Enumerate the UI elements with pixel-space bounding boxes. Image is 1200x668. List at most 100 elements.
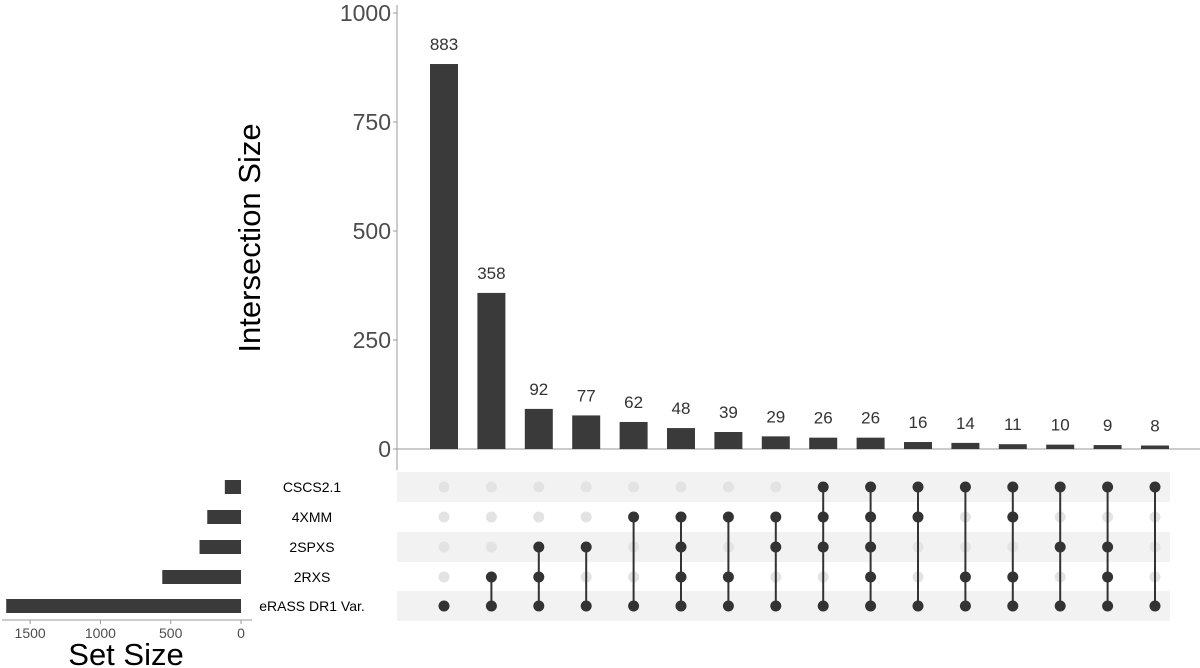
intersection-bar-label: 26 — [814, 409, 833, 428]
intersection-bar — [856, 437, 885, 449]
matrix-dot-inactive — [438, 571, 450, 583]
matrix-dot-active — [817, 481, 829, 493]
set-size-tick-label: 0 — [237, 625, 245, 641]
matrix-dot-inactive — [580, 511, 592, 523]
matrix-dot-active — [1007, 481, 1019, 493]
matrix-dot-active — [959, 600, 971, 612]
set-size-bars — [6, 480, 241, 613]
intersection-bar-label: 8 — [1150, 417, 1159, 436]
y-tick-label: 500 — [353, 218, 391, 244]
matrix-dot-inactive — [770, 481, 782, 493]
matrix-dot-active — [438, 600, 450, 612]
matrix-dot-active — [722, 571, 734, 583]
set-name-label: 2RXS — [294, 569, 331, 585]
matrix-dot-inactive — [628, 481, 640, 493]
matrix-dot-active — [533, 541, 545, 553]
matrix-dot-active — [675, 571, 687, 583]
matrix-dot-active — [865, 481, 877, 493]
set-size-bar — [6, 599, 241, 613]
matrix-row-stripes — [397, 472, 1170, 621]
matrix-dot-active — [485, 600, 497, 612]
intersection-bar-label: 29 — [766, 407, 785, 426]
matrix-dot-active — [912, 600, 924, 612]
matrix-dot-active — [533, 571, 545, 583]
matrix-dot-active — [485, 571, 497, 583]
matrix-dot-active — [1007, 511, 1019, 523]
matrix-dot-active — [770, 600, 782, 612]
intersection-bar-labels: 883 358 92 77 62 48 39 29 26 26 16 14 11 10 9 8 — [430, 35, 1160, 436]
set-size-bar — [162, 570, 241, 584]
intersection-bar-label: 48 — [672, 399, 691, 418]
intersection-bar — [430, 64, 458, 450]
matrix-dot-active — [580, 541, 592, 553]
matrix-dot-inactive — [580, 481, 592, 493]
intersection-bar-label: 26 — [861, 409, 880, 428]
set-size-bar — [199, 540, 241, 554]
set-name-label: 4XMM — [292, 509, 332, 525]
matrix-stripe — [397, 591, 1170, 621]
matrix-dot-active — [533, 600, 545, 612]
set-size-bar — [224, 480, 241, 494]
intersection-bar-label: 14 — [956, 414, 975, 433]
intersection-bar — [1093, 445, 1122, 449]
matrix-dot-active — [1054, 600, 1066, 612]
intersection-bar — [904, 442, 932, 449]
intersection-bar-label: 62 — [624, 393, 643, 412]
matrix-stripe — [397, 532, 1170, 562]
matrix-dot-inactive — [675, 481, 687, 493]
matrix-dot-inactive — [438, 511, 450, 523]
matrix-dot-active — [1149, 600, 1161, 612]
intersection-bar-label: 10 — [1051, 416, 1070, 435]
intersection-bars — [430, 64, 1169, 450]
matrix-dot-active — [865, 541, 877, 553]
intersection-size-axis: 0 250 500 750 1000 — [340, 0, 1200, 470]
set-name-label: eRASS DR1 Var. — [259, 598, 365, 614]
intersection-bar-label: 358 — [477, 264, 505, 283]
matrix-dot-active — [1102, 481, 1114, 493]
matrix-dot-active — [1054, 481, 1066, 493]
matrix-dot-active — [817, 600, 829, 612]
matrix-dot-active — [1007, 600, 1019, 612]
set-size-tick-label: 500 — [159, 625, 183, 641]
set-size-tick-label: 1500 — [15, 625, 46, 641]
matrix-dot-active — [675, 600, 687, 612]
intersection-bar-label: 77 — [577, 386, 596, 405]
matrix-dot-inactive — [533, 481, 545, 493]
intersection-bar — [477, 292, 506, 449]
matrix-dot-active — [628, 511, 640, 523]
matrix-dot-inactive — [485, 481, 497, 493]
set-size-axis: 1500 1000 500 0 — [2, 619, 252, 641]
matrix-dot-active — [1102, 600, 1114, 612]
set-size-tick-label: 1000 — [85, 625, 116, 641]
matrix-dot-active — [770, 511, 782, 523]
intersection-bar-label: 11 — [1004, 415, 1022, 434]
matrix-dot-active — [675, 511, 687, 523]
intersection-bar — [951, 442, 980, 449]
y-tick-label: 250 — [353, 327, 391, 353]
matrix-dot-active — [675, 541, 687, 553]
intersection-bar-label: 9 — [1103, 416, 1112, 435]
set-names: CSCS2.1 4XMM 2SPXS 2RXS eRASS DR1 Var. — [259, 479, 365, 614]
intersection-bar — [667, 428, 695, 449]
intersection-bar — [809, 437, 838, 449]
matrix-dot-inactive — [438, 541, 450, 553]
matrix-dot-inactive — [533, 511, 545, 523]
y-tick-label: 750 — [353, 109, 391, 135]
set-name-label: 2SPXS — [289, 539, 334, 555]
matrix-dot-active — [580, 600, 592, 612]
matrix-dot-inactive — [722, 481, 734, 493]
intersection-bar — [998, 444, 1027, 449]
matrix-dot-active — [959, 481, 971, 493]
intersection-bar — [761, 436, 790, 449]
intersection-bar-label: 92 — [529, 380, 548, 399]
intersection-bar-label: 39 — [719, 403, 738, 422]
set-size-label: Set Size — [68, 637, 183, 668]
matrix-dot-active — [912, 511, 924, 523]
matrix-dot-active — [628, 600, 640, 612]
set-size-bar — [207, 510, 241, 524]
set-name-label: CSCS2.1 — [283, 479, 342, 495]
matrix-dot-active — [865, 600, 877, 612]
matrix-dot-active — [1149, 481, 1161, 493]
matrix-dot-active — [912, 481, 924, 493]
